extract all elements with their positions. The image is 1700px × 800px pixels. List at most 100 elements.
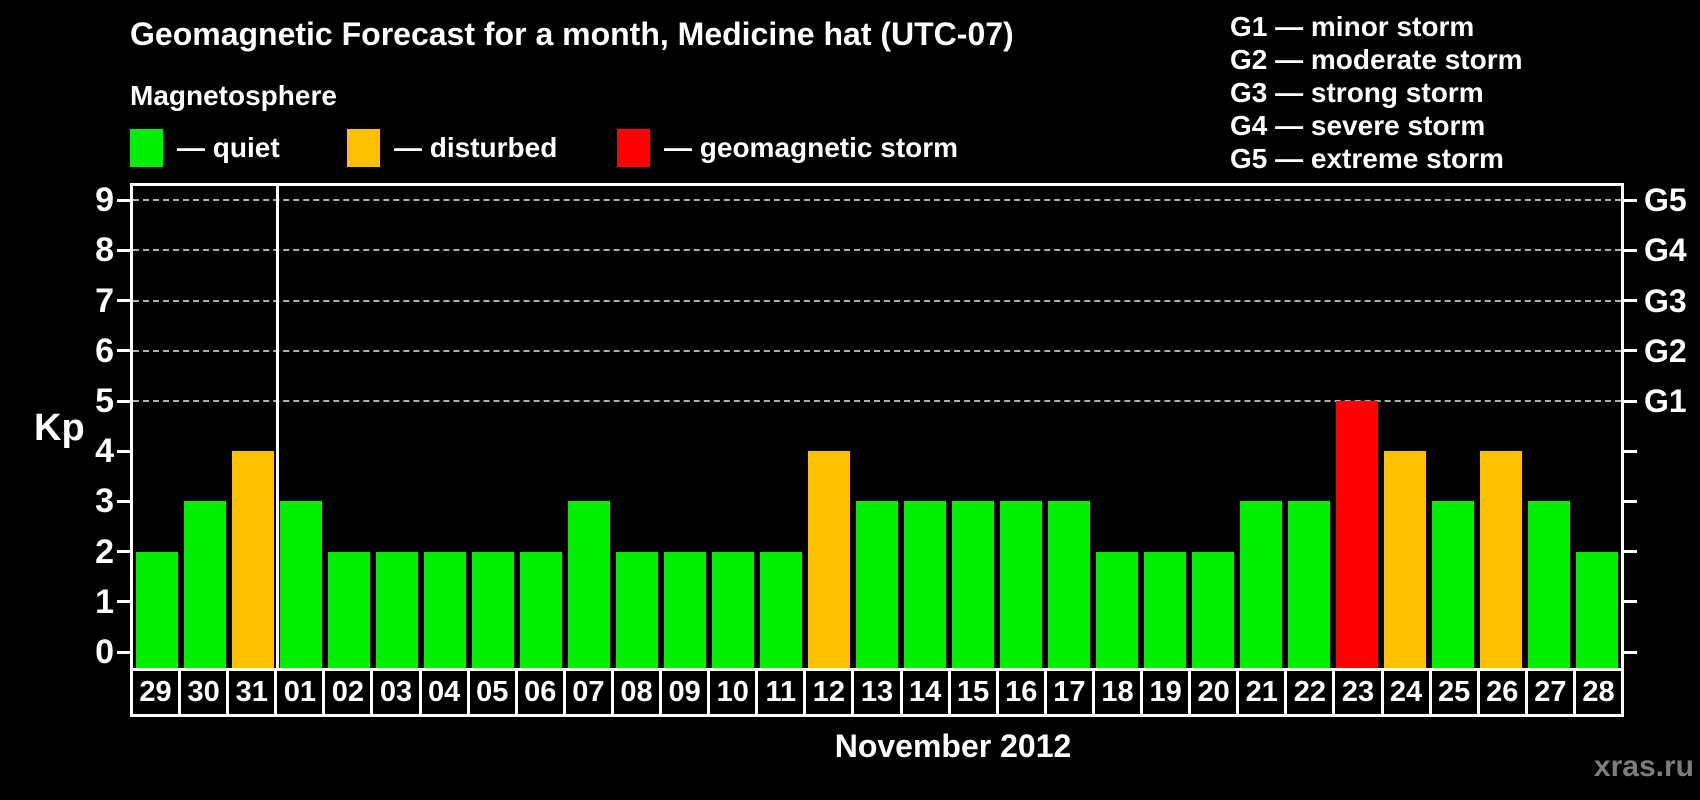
date-cell-28: 28 [1575, 671, 1621, 714]
date-cell-01: 01 [277, 671, 323, 714]
right-tick-kp1 [1624, 600, 1637, 604]
magnetosphere-label: Magnetosphere [130, 80, 337, 111]
bar-day-28 [1576, 551, 1618, 668]
chart-title: Geomagnetic Forecast for a month, Medici… [130, 16, 1014, 52]
date-cell-06: 06 [517, 671, 563, 714]
bar-day-07 [568, 501, 610, 668]
y-tick-label-7: 7 [95, 281, 114, 320]
right-tick-kp3 [1624, 499, 1637, 503]
date-cell-20: 20 [1191, 671, 1237, 714]
date-cell-15: 15 [950, 671, 996, 714]
x-axis-date-row: 29 30 31 01 02 03 04 05 06 07 08 09 10 11 12 13 14 15 16 17… [130, 668, 1624, 717]
bar-day-25 [1432, 501, 1474, 668]
bar-day-27 [1528, 501, 1570, 668]
gridline-kp6 [133, 349, 1621, 352]
bar-day-16 [1000, 501, 1042, 668]
left-tick-kp4 [117, 449, 130, 453]
right-axis-label-g5: G5 [1644, 182, 1687, 219]
legend-item-storm: — geomagnetic storm [617, 128, 958, 168]
bar-day-26 [1480, 451, 1522, 668]
g2-legend-line: G2 — moderate storm [1230, 44, 1523, 75]
bar-day-13 [856, 501, 898, 668]
date-cell-04: 04 [421, 671, 467, 714]
legend-item-disturbed: — disturbed [347, 128, 557, 168]
g1-legend-line: G1 — minor storm [1230, 11, 1475, 42]
bar-day-01 [280, 501, 322, 668]
left-tick-kp5 [117, 399, 130, 403]
date-cell-05: 05 [469, 671, 515, 714]
g5-legend-line: G5 — extreme storm [1230, 143, 1504, 174]
date-cell-03: 03 [373, 671, 419, 714]
bar-day-10 [712, 551, 754, 668]
bar-day-09 [664, 551, 706, 668]
right-axis-label-g1: G1 [1644, 383, 1687, 419]
right-axis-label-g3: G3 [1644, 282, 1687, 319]
bar-day-18 [1096, 551, 1138, 668]
left-tick-kp1 [117, 600, 130, 604]
bar-day-31 [232, 451, 274, 668]
legend-label-disturbed: — disturbed [394, 132, 558, 163]
legend-label-quiet: — quiet [177, 132, 280, 163]
bar-day-08 [616, 551, 658, 668]
date-cell-07: 07 [565, 671, 611, 714]
left-tick-kp8 [117, 248, 130, 252]
legend-item-quiet: — quiet [130, 128, 280, 168]
date-cell-19: 19 [1143, 671, 1189, 714]
y-tick-label-6: 6 [95, 331, 114, 370]
date-cell-24: 24 [1383, 671, 1429, 714]
g-scale-legend: G1 — minor storm G2 — moderate storm G3 … [1230, 10, 1523, 175]
date-cell-18: 18 [1094, 671, 1141, 714]
date-cell-12: 12 [806, 671, 852, 714]
gridline-kp8 [133, 249, 1621, 252]
bar-day-02 [328, 551, 370, 668]
left-tick-kp2 [117, 550, 130, 554]
bar-day-14 [904, 501, 946, 668]
date-cell-26: 26 [1479, 671, 1525, 714]
date-cell-16: 16 [998, 671, 1044, 714]
date-cell-08: 08 [613, 671, 660, 714]
left-tick-kp7 [117, 299, 130, 303]
left-tick-kp0 [117, 650, 130, 654]
plot-top-border [130, 183, 1624, 186]
y-tick-label-3: 3 [95, 482, 114, 521]
date-cell-09: 09 [662, 671, 708, 714]
right-tick-kp9 [1624, 198, 1637, 202]
date-cell-21: 21 [1239, 671, 1285, 714]
right-tick-kp7 [1624, 299, 1637, 303]
date-cell-22: 22 [1287, 671, 1333, 714]
date-cell-02: 02 [325, 671, 371, 714]
bar-day-22 [1288, 501, 1330, 668]
y-tick-label-9: 9 [95, 181, 114, 220]
bar-day-24 [1384, 451, 1426, 668]
date-cell-14: 14 [902, 671, 948, 714]
bar-day-06 [520, 551, 562, 668]
gridline-kp7 [133, 299, 1621, 302]
watermark: xras.ru [1593, 750, 1694, 783]
date-cell-23: 23 [1335, 671, 1381, 714]
bar-day-20 [1192, 551, 1234, 668]
right-tick-kp4 [1624, 449, 1637, 453]
gridline-kp9 [133, 199, 1621, 202]
g3-legend-line: G3 — strong storm [1230, 77, 1484, 108]
left-tick-kp9 [117, 198, 130, 202]
bar-day-15 [952, 501, 994, 668]
right-tick-kp5 [1624, 399, 1637, 403]
right-tick-kp0 [1624, 650, 1637, 654]
bar-day-12 [808, 451, 850, 668]
bar-day-23 [1336, 401, 1378, 668]
date-cell-25: 25 [1431, 671, 1477, 714]
date-cell-11: 11 [758, 671, 804, 714]
left-tick-kp6 [117, 349, 130, 353]
right-tick-kp6 [1624, 349, 1637, 353]
y-tick-label-5: 5 [95, 382, 114, 420]
gridline-kp5 [133, 400, 1621, 402]
y-tick-label-2: 2 [95, 532, 114, 571]
date-cell-13: 13 [854, 671, 900, 714]
bar-day-04 [424, 551, 466, 668]
bar-day-11 [760, 551, 802, 668]
y-tick-label-1: 1 [95, 582, 114, 621]
bar-day-21 [1240, 501, 1282, 668]
y-tick-label-4: 4 [95, 432, 114, 471]
right-axis-line [1621, 183, 1624, 668]
